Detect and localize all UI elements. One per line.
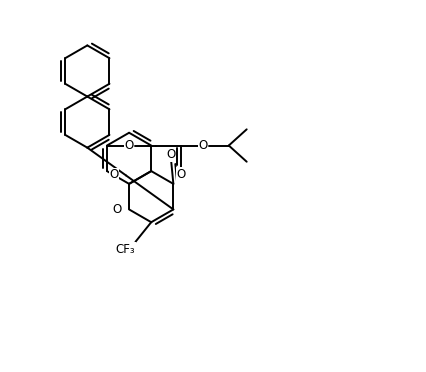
Text: O: O xyxy=(109,168,118,181)
Text: O: O xyxy=(176,168,186,181)
Text: O: O xyxy=(124,139,134,152)
Text: O: O xyxy=(112,203,121,216)
Text: O: O xyxy=(199,139,208,152)
Text: CF₃: CF₃ xyxy=(116,243,135,256)
Text: O: O xyxy=(167,148,176,161)
